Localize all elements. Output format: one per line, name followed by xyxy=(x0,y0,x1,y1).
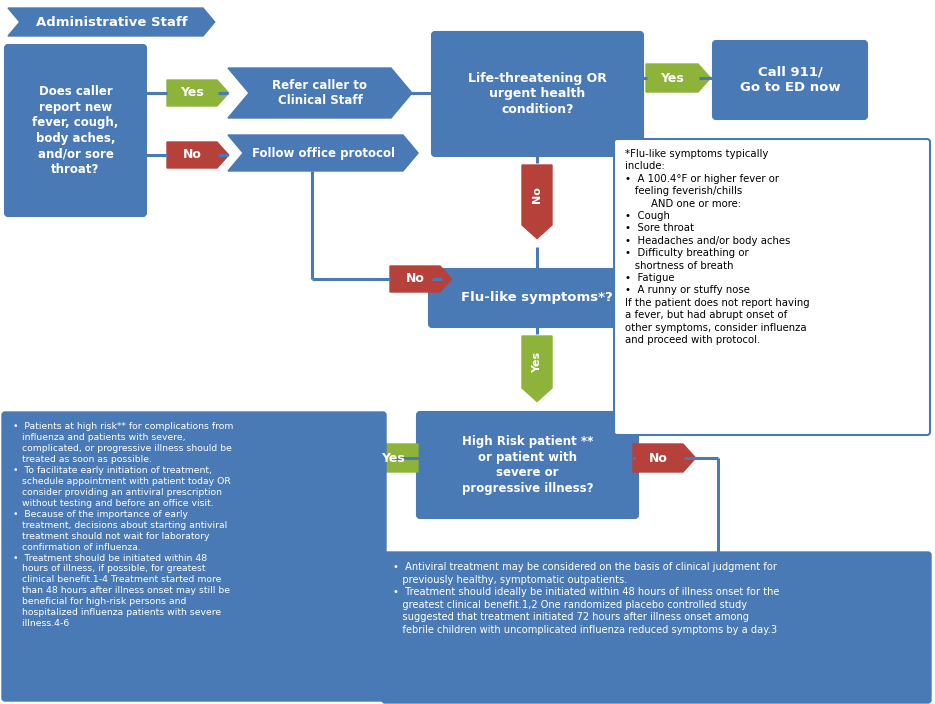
Text: No: No xyxy=(406,272,424,286)
FancyBboxPatch shape xyxy=(2,412,386,701)
FancyBboxPatch shape xyxy=(713,41,867,119)
Text: Administrative Staff: Administrative Staff xyxy=(36,15,187,28)
FancyBboxPatch shape xyxy=(5,45,146,216)
Text: •  Antiviral treatment may be considered on the basis of clinical judgment for
 : • Antiviral treatment may be considered … xyxy=(393,562,780,635)
Polygon shape xyxy=(633,444,696,472)
Polygon shape xyxy=(8,8,215,36)
Text: Yes: Yes xyxy=(180,87,204,99)
Polygon shape xyxy=(167,80,229,106)
Text: Flu-like symptoms*?: Flu-like symptoms*? xyxy=(461,291,612,305)
Polygon shape xyxy=(522,336,552,401)
Text: •  Patients at high risk** for complications from
   influenza and patients with: • Patients at high risk** for complicati… xyxy=(13,422,234,628)
Text: No: No xyxy=(649,451,668,465)
Text: Yes: Yes xyxy=(381,451,405,465)
FancyBboxPatch shape xyxy=(432,32,643,156)
FancyBboxPatch shape xyxy=(614,139,930,435)
Text: Follow office protocol: Follow office protocol xyxy=(252,146,395,160)
Text: Yes: Yes xyxy=(660,72,683,84)
Text: Yes: Yes xyxy=(532,351,542,372)
Text: Call 911/
Go to ED now: Call 911/ Go to ED now xyxy=(740,65,841,94)
Text: *Flu-like symptoms typically
include:
•  A 100.4°F or higher fever or
   feeling: *Flu-like symptoms typically include: • … xyxy=(625,149,810,345)
Text: No: No xyxy=(532,187,542,203)
Text: Does caller
report new
fever, cough,
body aches,
and/or sore
throat?: Does caller report new fever, cough, bod… xyxy=(33,85,119,176)
FancyBboxPatch shape xyxy=(382,552,931,703)
FancyBboxPatch shape xyxy=(417,412,638,518)
Text: High Risk patient **
or patient with
severe or
progressive illness?: High Risk patient ** or patient with sev… xyxy=(462,435,593,495)
Text: No: No xyxy=(182,149,201,161)
Polygon shape xyxy=(228,135,418,171)
Polygon shape xyxy=(355,444,418,472)
FancyBboxPatch shape xyxy=(429,269,645,327)
Polygon shape xyxy=(522,165,552,239)
Polygon shape xyxy=(167,142,229,168)
Text: Refer caller to
Clinical Staff: Refer caller to Clinical Staff xyxy=(272,79,367,107)
Text: Life-threatening OR
urgent health
condition?: Life-threatening OR urgent health condit… xyxy=(468,72,607,116)
Polygon shape xyxy=(228,68,412,118)
Polygon shape xyxy=(390,266,452,292)
Polygon shape xyxy=(646,64,711,92)
